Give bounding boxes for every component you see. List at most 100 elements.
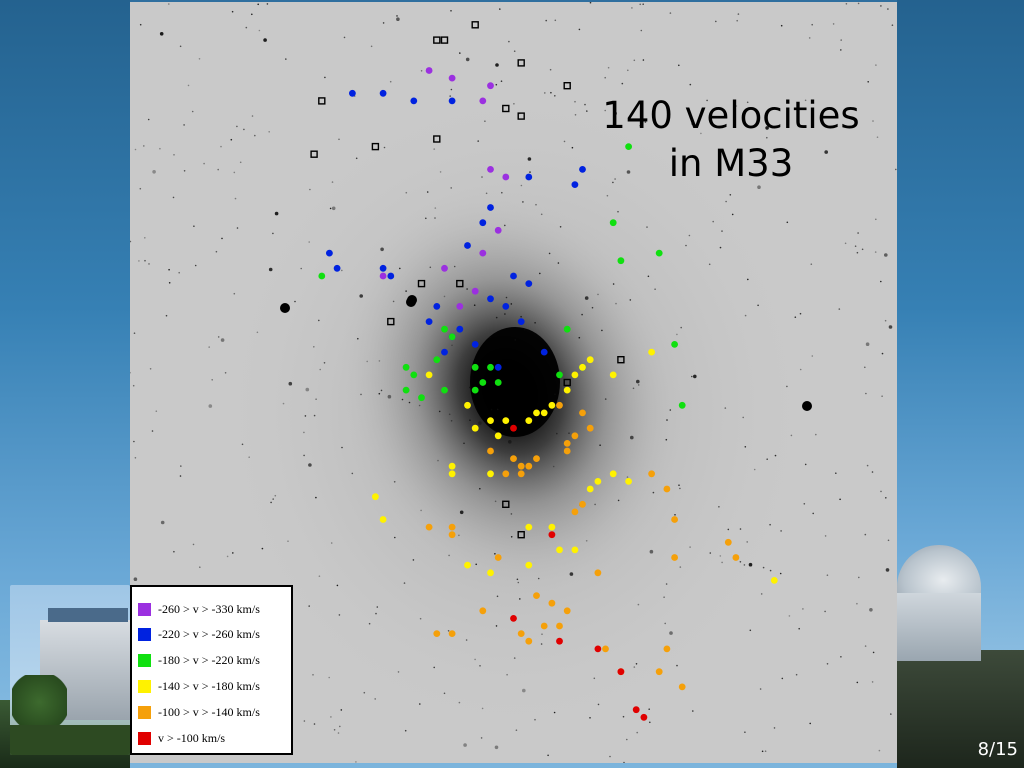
field-star xyxy=(875,64,877,66)
field-star xyxy=(769,569,772,572)
field-star xyxy=(180,465,182,467)
field-star xyxy=(303,454,305,457)
point-no-velocity xyxy=(310,150,318,158)
field-star xyxy=(761,750,764,753)
field-star xyxy=(523,328,526,331)
field-star xyxy=(513,103,515,105)
point-blue xyxy=(487,204,494,211)
field-star xyxy=(304,415,307,417)
point-red xyxy=(548,531,556,539)
field-star xyxy=(308,463,312,467)
field-star xyxy=(589,2,592,4)
point-orange xyxy=(487,447,494,455)
field-star xyxy=(231,10,234,13)
field-star xyxy=(615,302,617,305)
field-star xyxy=(159,147,161,150)
field-star xyxy=(287,540,289,542)
point-blue xyxy=(502,303,510,310)
field-star xyxy=(215,250,218,253)
field-star xyxy=(520,315,522,318)
field-star xyxy=(458,534,460,537)
field-star xyxy=(640,29,643,32)
field-star xyxy=(450,420,453,422)
field-star xyxy=(766,136,768,139)
field-star xyxy=(479,665,481,667)
field-star xyxy=(465,57,470,62)
point-yellow xyxy=(609,470,617,478)
field-star xyxy=(397,671,400,673)
field-star xyxy=(319,368,321,371)
point-blue xyxy=(456,325,464,333)
field-star xyxy=(864,645,867,647)
point-yellow xyxy=(609,371,617,379)
field-star xyxy=(469,386,471,389)
field-star xyxy=(554,393,556,396)
point-yellow xyxy=(594,478,602,485)
chart-title: 140 velocities in M33 xyxy=(600,92,862,188)
field-star xyxy=(845,3,848,5)
field-star xyxy=(303,720,306,722)
point-red xyxy=(632,706,640,714)
field-star xyxy=(243,128,245,131)
field-star xyxy=(727,528,730,531)
field-star xyxy=(450,187,453,189)
field-star xyxy=(419,617,422,620)
field-star xyxy=(143,145,145,147)
point-blue xyxy=(525,173,533,181)
point-blue xyxy=(471,341,479,348)
point-red xyxy=(510,615,517,622)
field-star xyxy=(308,241,310,243)
point-orange xyxy=(663,645,671,653)
point-no-velocity xyxy=(371,142,380,151)
field-star xyxy=(313,414,316,417)
field-star xyxy=(485,192,488,195)
field-star xyxy=(420,509,422,512)
point-green xyxy=(671,341,678,348)
point-blue xyxy=(494,363,502,371)
field-star xyxy=(535,203,537,206)
point-green xyxy=(655,249,663,257)
field-star xyxy=(571,146,574,149)
field-star xyxy=(737,13,740,15)
field-star xyxy=(339,725,341,728)
field-star xyxy=(510,513,513,515)
field-star xyxy=(568,432,570,435)
field-star xyxy=(434,207,437,209)
point-orange xyxy=(448,523,456,531)
legend-swatch-orange xyxy=(138,705,151,719)
point-yellow xyxy=(548,523,556,531)
field-star xyxy=(635,663,638,665)
field-star xyxy=(708,263,711,266)
field-star xyxy=(520,184,523,187)
field-star xyxy=(559,226,562,228)
point-purple xyxy=(479,97,487,105)
field-star xyxy=(712,220,714,223)
field-star xyxy=(593,677,596,680)
field-star xyxy=(729,194,732,196)
field-star xyxy=(812,512,814,515)
field-star xyxy=(786,385,788,388)
field-star xyxy=(217,168,219,171)
field-star xyxy=(632,387,635,390)
field-star xyxy=(433,666,436,669)
field-star xyxy=(437,459,439,462)
field-star xyxy=(217,336,220,338)
field-star xyxy=(355,761,357,763)
field-star xyxy=(867,81,869,83)
point-orange xyxy=(602,645,609,653)
field-star xyxy=(804,463,807,466)
field-star xyxy=(501,191,503,194)
field-star xyxy=(613,111,617,116)
field-star xyxy=(803,503,806,505)
point-orange xyxy=(594,569,602,577)
point-purple xyxy=(494,226,502,234)
point-red xyxy=(556,637,563,645)
field-star xyxy=(574,100,576,103)
field-star xyxy=(481,707,484,710)
field-star xyxy=(294,300,296,303)
point-green xyxy=(563,325,571,333)
field-star xyxy=(563,140,566,143)
field-star xyxy=(599,444,601,447)
field-star xyxy=(809,722,811,725)
field-star xyxy=(418,404,421,407)
